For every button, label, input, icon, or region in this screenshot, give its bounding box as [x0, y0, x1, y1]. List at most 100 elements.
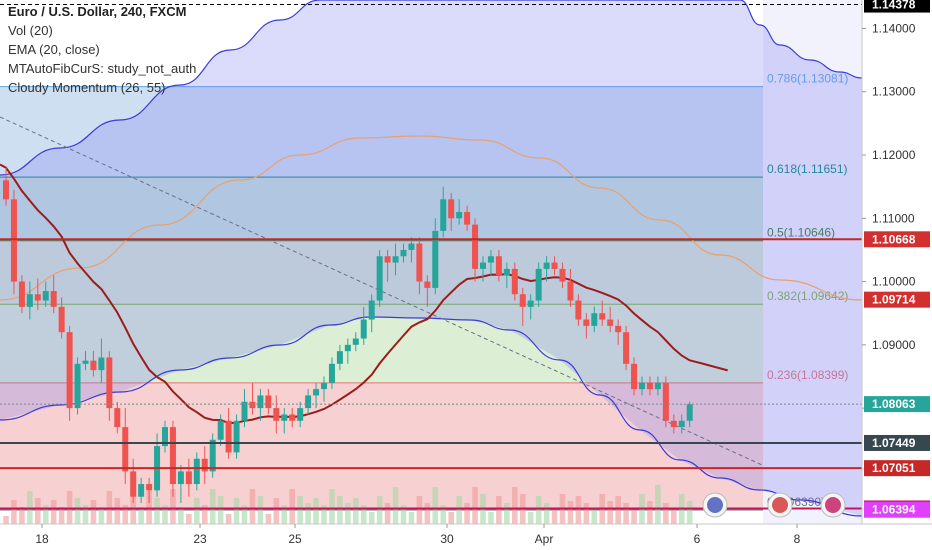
volume-bar [671, 510, 677, 524]
volume-bar [448, 512, 454, 524]
volume-bar [456, 496, 462, 524]
volume-bar [50, 500, 57, 524]
volume-bar [384, 503, 391, 524]
price-tick-label: 1.11000 [872, 211, 915, 225]
candle-bullish [217, 420, 224, 440]
volume-bar [376, 496, 383, 524]
volume-bar [360, 505, 367, 524]
candle-bearish [169, 427, 176, 485]
candle-bearish [18, 281, 25, 307]
candle-bearish [519, 294, 526, 307]
candle-bullish [193, 458, 200, 485]
volume-bar [19, 507, 25, 524]
candle-bullish [336, 351, 343, 364]
price-label-text: 1.08063 [872, 397, 916, 411]
candle-bearish [34, 294, 41, 301]
candle-bullish [360, 319, 367, 339]
price-label-badge [864, 291, 930, 308]
volume-bar [217, 496, 224, 524]
volume-bar [257, 496, 264, 524]
legend-cloudy-momentum: Cloudy Momentum (26, 55) [8, 80, 166, 95]
volume-bar [42, 505, 49, 524]
volume-bar [472, 487, 478, 524]
candle-bullish [321, 382, 327, 390]
volume-bar [464, 503, 470, 524]
volume-bars [3, 485, 693, 524]
volume-bar [35, 498, 41, 524]
price-tick-label: 1.13000 [872, 85, 916, 99]
volume-bar [368, 512, 375, 524]
volume-bar [543, 503, 550, 524]
volume-bar [305, 503, 311, 524]
volume-bar [289, 489, 295, 524]
momentum-lower-line [0, 316, 863, 517]
chart-legend: Euro / U.S. Dollar, 240, FXCM Vol (20) E… [8, 2, 196, 97]
candle-bearish [662, 382, 669, 421]
event-flag-icon [772, 497, 788, 513]
candle-bullish [82, 360, 89, 364]
candle-bullish [456, 211, 463, 219]
event-markers[interactable] [702, 492, 846, 518]
volume-bar [496, 496, 502, 524]
price-label-text: 1.07449 [872, 436, 916, 450]
candle-bullish [408, 243, 415, 250]
volume-bar [329, 489, 335, 524]
candle-bullish [535, 268, 542, 301]
volume-bar [591, 510, 598, 524]
candle-bearish [225, 420, 232, 453]
candle-bullish [305, 395, 312, 409]
time-axis: 18 23 25 30 Apr 6 8 [0, 523, 932, 550]
event-flag-icon [707, 497, 723, 513]
price-label-badge [864, 501, 930, 518]
candle-bullish [233, 420, 240, 453]
candle-bearish [631, 363, 638, 390]
candle-bearish [464, 211, 471, 225]
fib-label-0.618: 0.618(1.11651) [767, 162, 848, 176]
volume-bar [186, 514, 192, 524]
volume-bar [241, 505, 248, 524]
momentum-cloud [0, 0, 862, 516]
volume-bar [249, 489, 256, 524]
candle-bearish [623, 332, 630, 364]
candle-bullish [440, 199, 447, 231]
projection-area [763, 0, 862, 524]
candle-bullish [209, 439, 216, 472]
fib-label-0.5: 0.5(1.10646) [767, 226, 835, 240]
volume-bar [170, 489, 176, 524]
indicator-lines [0, 0, 863, 517]
candle-bearish [424, 281, 431, 288]
price-axis: 1.14000 1.13000 1.12000 1.11000 1.10000 1.090… [861, 0, 932, 550]
candle-bearish [265, 395, 272, 409]
volume-bar [273, 498, 280, 524]
candle-bullish [654, 382, 661, 390]
volume-bar [392, 487, 399, 524]
candle-bearish [646, 382, 653, 390]
price-label-text: 1.14378 [872, 0, 916, 12]
price-label-badge [864, 0, 930, 13]
time-tick-label: 18 [35, 532, 49, 546]
volume-bar [551, 510, 558, 524]
volume-bar [82, 505, 89, 524]
price-label-text: 1.10668 [872, 232, 916, 246]
candle-bearish [448, 199, 455, 219]
fib-label-0.236: 0.236(1.08399) [767, 368, 848, 382]
candle-bearish [567, 281, 574, 301]
volume-bar [655, 485, 661, 524]
volume-bar [583, 503, 590, 524]
legend-ema: EMA (20, close) [8, 42, 100, 57]
price-label-badge [864, 231, 930, 248]
volume-bar [575, 496, 582, 524]
volume-bar [345, 503, 351, 524]
momentum-upper-line [0, 0, 863, 176]
time-tick-label: 8 [794, 532, 801, 546]
candle-bearish [122, 427, 129, 472]
volume-bar [567, 501, 574, 524]
time-tick-label: 30 [440, 532, 454, 546]
candle-bullish [162, 427, 168, 447]
slow-ma-line [0, 135, 863, 301]
candle-bearish [106, 357, 113, 409]
candle-bullish [352, 338, 359, 345]
fib-zone [0, 86, 763, 178]
volume-bar [90, 500, 97, 524]
